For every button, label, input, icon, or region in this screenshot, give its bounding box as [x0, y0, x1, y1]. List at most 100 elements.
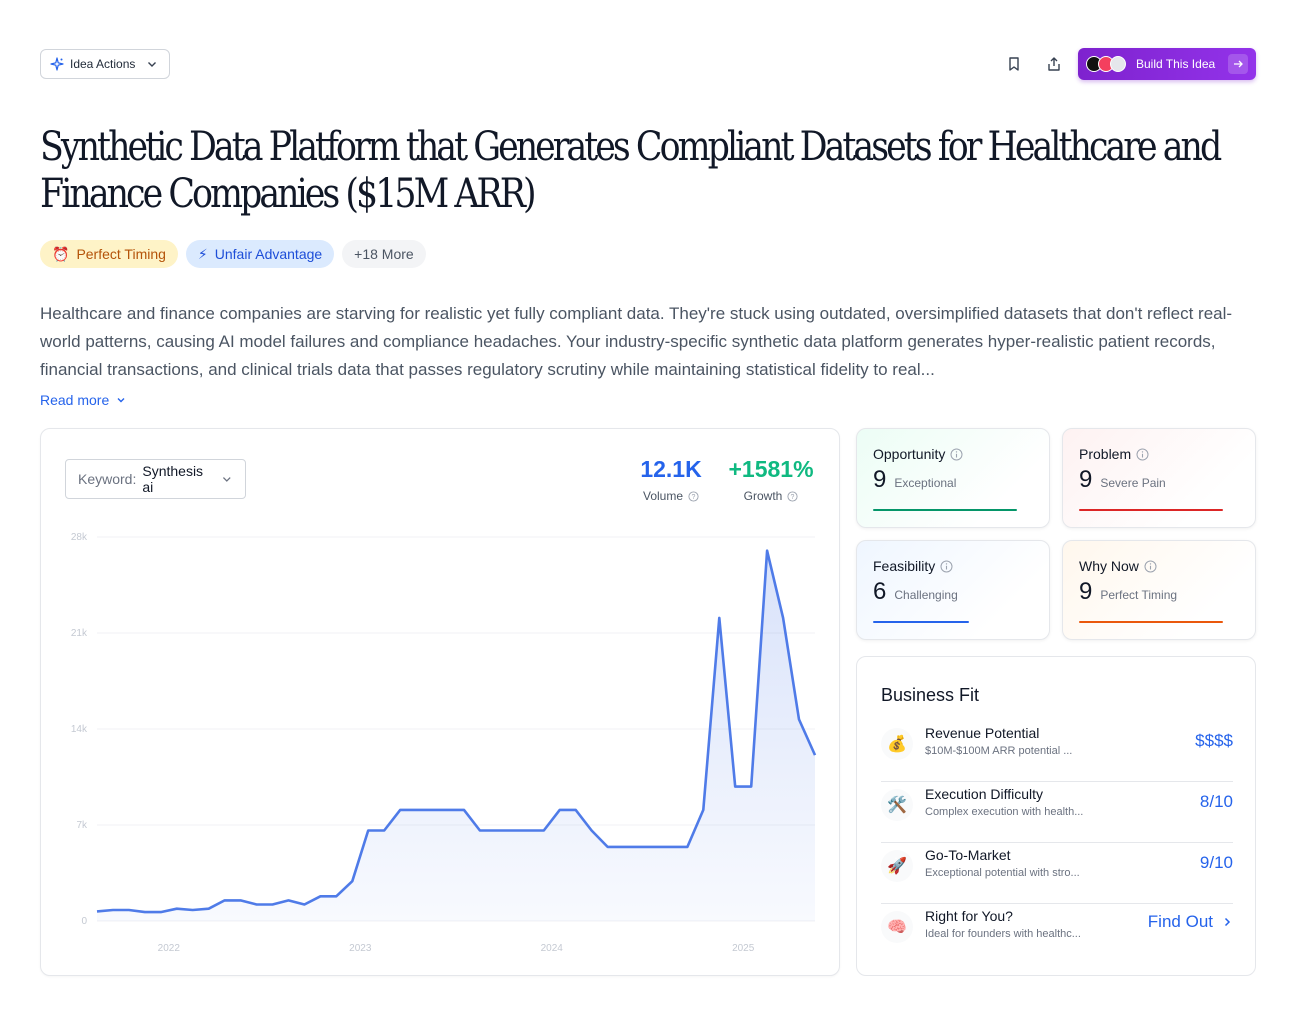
- trend-chart: 0 7k 14k 21k 28k 2022 2023 2024 2025: [71, 532, 817, 954]
- metric-title-row: Opportunity: [873, 445, 1033, 463]
- chevron-down-icon: [117, 398, 125, 403]
- tag-more[interactable]: +18 More: [342, 240, 426, 268]
- x-tick-label: 2024: [541, 943, 564, 954]
- build-label: Build This Idea: [1136, 57, 1216, 71]
- find-out-label: Find Out: [1147, 912, 1213, 931]
- share-icon: [1048, 57, 1060, 71]
- y-tick-label: 28k: [71, 532, 88, 543]
- metric-label: Challenging: [894, 588, 958, 602]
- metric-score-row: 9 Exceptional: [873, 465, 1033, 495]
- y-tick-label: 0: [81, 916, 87, 927]
- sparkle-icon: [50, 57, 64, 71]
- metric-score: 9: [1079, 578, 1093, 605]
- metric-score: 6: [873, 578, 887, 605]
- metric-label: Severe Pain: [1100, 476, 1166, 490]
- trend-area: [97, 550, 815, 921]
- fit-row-sub: Ideal for founders with healthc...: [925, 928, 1081, 940]
- fit-row-value-text: $$$$: [1195, 731, 1233, 750]
- fit-row-value: $$$$: [1195, 731, 1233, 751]
- info-icon[interactable]: [940, 560, 953, 573]
- metric-title-row: Problem: [1079, 445, 1239, 463]
- tag-perfect-timing[interactable]: ⏰ Perfect Timing: [40, 240, 178, 268]
- tool-logo-icon: [1110, 56, 1126, 72]
- idea-actions-dropdown[interactable]: Idea Actions: [40, 49, 171, 79]
- volume-stat: 12.1K Volume ?: [635, 455, 707, 503]
- fit-row-execution-difficulty[interactable]: 🛠️ Execution Difficulty Complex executio…: [881, 782, 1233, 843]
- metric-bar: [1079, 621, 1223, 623]
- brain-icon: 🧠: [881, 911, 913, 943]
- fit-row-go-to-market[interactable]: 🚀 Go-To-Market Exceptional potential wit…: [881, 843, 1233, 904]
- metric-bar: [873, 621, 969, 623]
- y-tick-label: 7k: [76, 820, 88, 831]
- tool-avatars: [1086, 56, 1126, 72]
- trend-chart-card: Keyword: Synthesis ai 12.1K Volume ? +15…: [40, 428, 840, 976]
- metric-title-row: Why Now: [1079, 557, 1239, 575]
- x-tick-label: 2025: [732, 943, 755, 954]
- metric-card-why-now[interactable]: Why Now 9 Perfect Timing: [1062, 540, 1256, 640]
- tag-unfair-advantage[interactable]: ⚡ Unfair Advantage: [185, 240, 335, 268]
- metric-bar: [873, 509, 1017, 511]
- lightning-icon: ⚡: [197, 245, 208, 262]
- metric-card-opportunity[interactable]: Opportunity 9 Exceptional: [856, 428, 1050, 528]
- growth-stat: +1581% Growth ?: [723, 455, 819, 503]
- metric-label: Perfect Timing: [1100, 588, 1178, 602]
- metric-score-row: 9 Severe Pain: [1079, 465, 1239, 495]
- metric-score-row: 6 Challenging: [873, 577, 1033, 607]
- trend-line: [96, 549, 817, 914]
- tag-label: Perfect Timing: [76, 246, 166, 262]
- metric-name: Problem: [1079, 446, 1132, 462]
- metric-bar: [1079, 509, 1223, 511]
- growth-value: +1581%: [728, 456, 814, 482]
- tag-label: +18 More: [354, 246, 414, 262]
- volume-label-row: Volume ?: [635, 489, 707, 503]
- fit-row-name: Execution Difficulty: [925, 786, 1044, 802]
- arrow-right-icon: [1228, 54, 1248, 74]
- metric-card-problem[interactable]: Problem 9 Severe Pain: [1062, 428, 1256, 528]
- idea-actions-label: Idea Actions: [70, 57, 136, 71]
- metric-score: 9: [873, 466, 887, 493]
- fit-row-revenue-potential[interactable]: 💰 Revenue Potential $10M-$100M ARR poten…: [881, 721, 1233, 782]
- bookmark-button[interactable]: [1004, 54, 1024, 74]
- share-button[interactable]: [1044, 54, 1064, 74]
- svg-text:?: ?: [791, 494, 795, 501]
- svg-text:?: ?: [692, 494, 696, 501]
- fit-row-value: 9/10: [1200, 853, 1233, 873]
- help-icon[interactable]: ?: [787, 490, 798, 502]
- growth-label: Growth: [743, 489, 783, 503]
- business-fit-card: Business Fit 💰 Revenue Potential $10M-$1…: [856, 656, 1256, 976]
- build-this-idea-button[interactable]: Build This Idea: [1078, 48, 1256, 80]
- fit-row-name: Go-To-Market: [925, 847, 1011, 863]
- page-title: Synthetic Data Platform that Generates C…: [40, 124, 1222, 217]
- business-fit-title: Business Fit: [881, 685, 980, 705]
- keyword-label: Keyword:: [78, 471, 137, 487]
- fit-row-sub: Exceptional potential with stro...: [925, 867, 1080, 879]
- metric-score: 9: [1079, 466, 1093, 493]
- idea-description: Healthcare and finance companies are sta…: [40, 304, 1233, 379]
- metric-score-row: 9 Perfect Timing: [1079, 577, 1239, 607]
- fit-row-value-text: 9/10: [1199, 853, 1233, 872]
- keyword-value: Synthesis ai: [142, 463, 204, 495]
- tag-list: ⏰ Perfect Timing ⚡ Unfair Advantage +18 …: [40, 240, 426, 268]
- read-more-link[interactable]: Read more: [40, 392, 127, 408]
- rocket-icon: 🚀: [881, 850, 913, 882]
- fit-row-right-for-you[interactable]: 🧠 Right for You? Ideal for founders with…: [881, 904, 1233, 965]
- x-tick-label: 2022: [158, 943, 181, 954]
- metric-card-feasibility[interactable]: Feasibility 6 Challenging: [856, 540, 1050, 640]
- x-tick-label: 2023: [349, 943, 372, 954]
- info-icon[interactable]: [950, 448, 963, 461]
- fit-row-name: Right for You?: [925, 908, 1013, 924]
- info-icon[interactable]: [1136, 448, 1149, 461]
- help-icon[interactable]: ?: [688, 490, 699, 502]
- metric-name: Feasibility: [873, 558, 936, 574]
- chevron-right-icon: [1224, 917, 1231, 927]
- fit-row-value: 8/10: [1200, 792, 1233, 812]
- find-out-link[interactable]: Find Out: [1148, 912, 1233, 932]
- fit-row-sub: Complex execution with health...: [925, 806, 1084, 818]
- metric-title-row: Feasibility: [873, 557, 1033, 575]
- fit-row-value-text: 8/10: [1199, 792, 1233, 811]
- keyword-select[interactable]: Keyword: Synthesis ai: [65, 459, 246, 499]
- info-icon[interactable]: [1144, 560, 1157, 573]
- tag-label: Unfair Advantage: [214, 246, 323, 262]
- top-bar: Idea Actions Build This Idea: [40, 48, 1256, 80]
- tools-icon: 🛠️: [881, 789, 913, 821]
